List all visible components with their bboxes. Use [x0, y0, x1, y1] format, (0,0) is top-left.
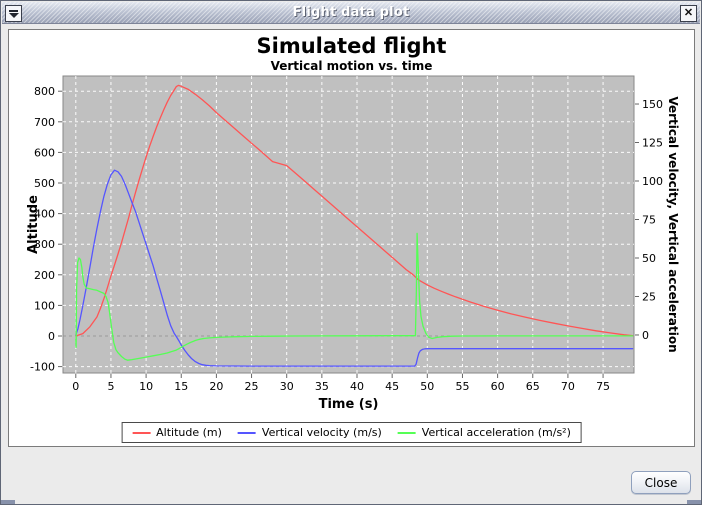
right-tick-label: 0: [642, 329, 649, 342]
x-tick-label: 35: [315, 380, 329, 393]
series-line-2: [75, 169, 634, 367]
x-tick-label: 30: [280, 380, 294, 393]
window-close-button[interactable]: ✕: [680, 5, 697, 22]
legend-swatch-icon: [397, 431, 416, 434]
legend-label: Altitude (m): [156, 426, 222, 439]
chart-plot-area: 0 5 10 15 20 25 30 35 40 45 50 55 60 65 70 75 -100 0 100 20…: [26, 75, 680, 412]
legend-item-3: Vertical acceleration (m/s²): [397, 426, 571, 439]
window-menu-button[interactable]: [5, 5, 22, 22]
series-line-3: [75, 232, 634, 361]
close-button[interactable]: Close: [631, 471, 691, 494]
right-axis-label: Vertical velocity, Vertical acceleration: [666, 96, 680, 352]
right-tick-label: 75: [642, 213, 656, 226]
x-tick-label: 25: [245, 380, 259, 393]
left-tick-label: 0: [48, 330, 55, 343]
window-corner-decoration: [687, 490, 701, 504]
x-tick-label: 60: [491, 380, 505, 393]
legend-item-1: Altitude (m): [132, 426, 222, 439]
x-tick-label: 40: [350, 380, 364, 393]
left-tick-label: 500: [34, 177, 55, 190]
x-tick-label: 10: [139, 380, 153, 393]
x-tick-label: 50: [420, 380, 434, 393]
window-titlebar[interactable]: Flight data plot ✕: [2, 2, 700, 24]
x-tick-label: 15: [174, 380, 188, 393]
chart-title: Simulated flight: [256, 34, 447, 58]
x-icon: ✕: [683, 7, 694, 19]
window-menu-icon: [9, 9, 18, 12]
window-corner-decoration: [1, 490, 15, 504]
right-tick-label: 25: [642, 290, 656, 303]
left-tick-label: 700: [34, 116, 55, 129]
x-tick-label: 5: [107, 380, 114, 393]
chart-subtitle: Vertical motion vs. time: [270, 59, 433, 73]
x-tick-label: 55: [455, 380, 469, 393]
x-axis-label: Time (s): [319, 397, 379, 412]
x-tick-label: 75: [596, 380, 610, 393]
right-tick-label: 100: [642, 175, 663, 188]
left-tick-label: 600: [34, 146, 55, 159]
right-tick-label: 150: [642, 98, 663, 111]
left-tick-label: 100: [34, 299, 55, 312]
left-axis-label: Altitude: [26, 195, 41, 254]
x-tick-label: 20: [209, 380, 223, 393]
legend-label: Vertical acceleration (m/s²): [421, 426, 571, 439]
legend-swatch-icon: [132, 431, 151, 434]
left-tick-label: -100: [30, 361, 55, 374]
x-tick-label: 70: [561, 380, 575, 393]
x-tick-label: 45: [385, 380, 399, 393]
legend-label: Vertical velocity (m/s): [261, 426, 382, 439]
legend-swatch-icon: [237, 431, 256, 434]
left-tick-label: 400: [34, 208, 55, 221]
plot-background: [62, 75, 635, 374]
chart-panel: Simulated flight Vertical motion vs. tim…: [8, 29, 695, 447]
x-tick-label: 65: [526, 380, 540, 393]
window-title: Flight data plot: [292, 5, 410, 20]
x-tick-label: 0: [72, 380, 79, 393]
window-menu-icon-triangle: [8, 12, 19, 18]
right-tick-label: 125: [642, 137, 663, 150]
window-content: Simulated flight Vertical motion vs. tim…: [2, 24, 700, 503]
right-tick-label: 50: [642, 252, 656, 265]
left-tick-label: 800: [34, 85, 55, 98]
left-tick-label: 200: [34, 269, 55, 282]
chart-legend: Altitude (m) Vertical velocity (m/s) Verti…: [121, 422, 582, 443]
series-line-1: [75, 84, 634, 337]
legend-item-2: Vertical velocity (m/s): [237, 426, 382, 439]
left-tick-label: 300: [34, 238, 55, 251]
